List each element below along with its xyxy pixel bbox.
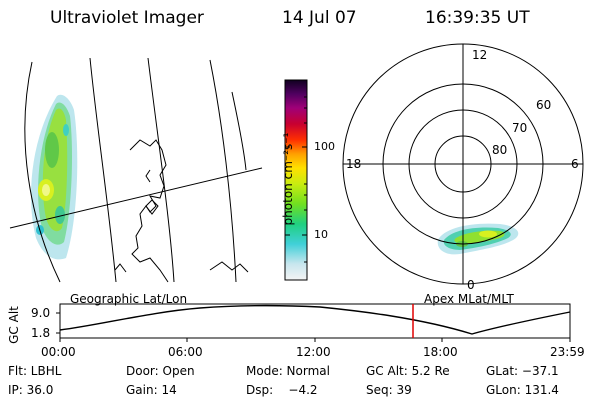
map-coastline bbox=[114, 139, 249, 283]
altitude-curve bbox=[59, 304, 571, 335]
status-glon: GLon: 131.4 bbox=[486, 383, 559, 397]
colorbar-unit-label: photon cm⁻²s⁻¹ bbox=[281, 132, 295, 226]
mlt-label-12: 12 bbox=[472, 48, 488, 62]
apex-panel-label: Apex MLat/MLT bbox=[424, 292, 514, 306]
instrument-title: Ultraviolet Imager bbox=[50, 8, 204, 28]
status-door: Door: Open bbox=[126, 364, 195, 378]
mlt-label-6: 6 bbox=[571, 157, 579, 171]
observation-date: 14 Jul 07 bbox=[282, 8, 357, 28]
status-gc-alt: GC Alt: 5.2 Re bbox=[366, 364, 450, 378]
colorbar-gradient bbox=[284, 79, 308, 281]
status-seq: Seq: 39 bbox=[366, 383, 412, 397]
status-ip: IP: 36.0 bbox=[8, 383, 54, 397]
status-filter: Flt: LBHL bbox=[8, 364, 62, 378]
map-meridians bbox=[24, 57, 247, 283]
altitude-xtick: 00:00 bbox=[41, 345, 76, 359]
colorbar-tick-label: 100 bbox=[314, 140, 335, 153]
mlt-label-0: 0 bbox=[467, 278, 475, 292]
geographic-aurora-image bbox=[30, 94, 78, 260]
status-glat: GLat: −37.1 bbox=[486, 364, 559, 378]
lat-label-70: 70 bbox=[512, 121, 528, 135]
polar-plot bbox=[342, 43, 584, 285]
observation-time: 16:39:35 UT bbox=[425, 8, 530, 28]
altitude-xtick: 18:00 bbox=[423, 345, 458, 359]
altitude-plot bbox=[56, 303, 571, 342]
altitude-xtick: 06:00 bbox=[168, 345, 203, 359]
status-mode: Mode: Normal bbox=[246, 364, 330, 378]
status-gain: Gain: 14 bbox=[126, 383, 177, 397]
lat-label-60: 60 bbox=[536, 98, 552, 112]
lat-label-80: 80 bbox=[492, 143, 508, 157]
altitude-ytick: 9.0 bbox=[31, 306, 51, 320]
polar-grid bbox=[342, 43, 584, 285]
altitude-ytick: 1.8 bbox=[31, 326, 51, 340]
altitude-x-ticks bbox=[56, 312, 571, 342]
geographic-map bbox=[9, 57, 263, 283]
colorbar-ticks bbox=[285, 96, 307, 263]
altitude-frame bbox=[59, 303, 571, 339]
altitude-xtick: 23:59 bbox=[550, 345, 585, 359]
altitude-xtick: 12:00 bbox=[296, 345, 331, 359]
colorbar bbox=[284, 79, 308, 281]
map-latitude-line bbox=[9, 167, 263, 229]
colorbar-tick-label: 10 bbox=[314, 228, 328, 241]
status-dsp: Dsp: −4.2 bbox=[246, 383, 318, 397]
polar-aurora-image bbox=[437, 223, 519, 255]
geographic-panel-label: Geographic Lat/Lon bbox=[70, 292, 188, 306]
mlt-label-18: 18 bbox=[346, 157, 362, 171]
altitude-ylabel: GC Alt bbox=[7, 306, 21, 344]
